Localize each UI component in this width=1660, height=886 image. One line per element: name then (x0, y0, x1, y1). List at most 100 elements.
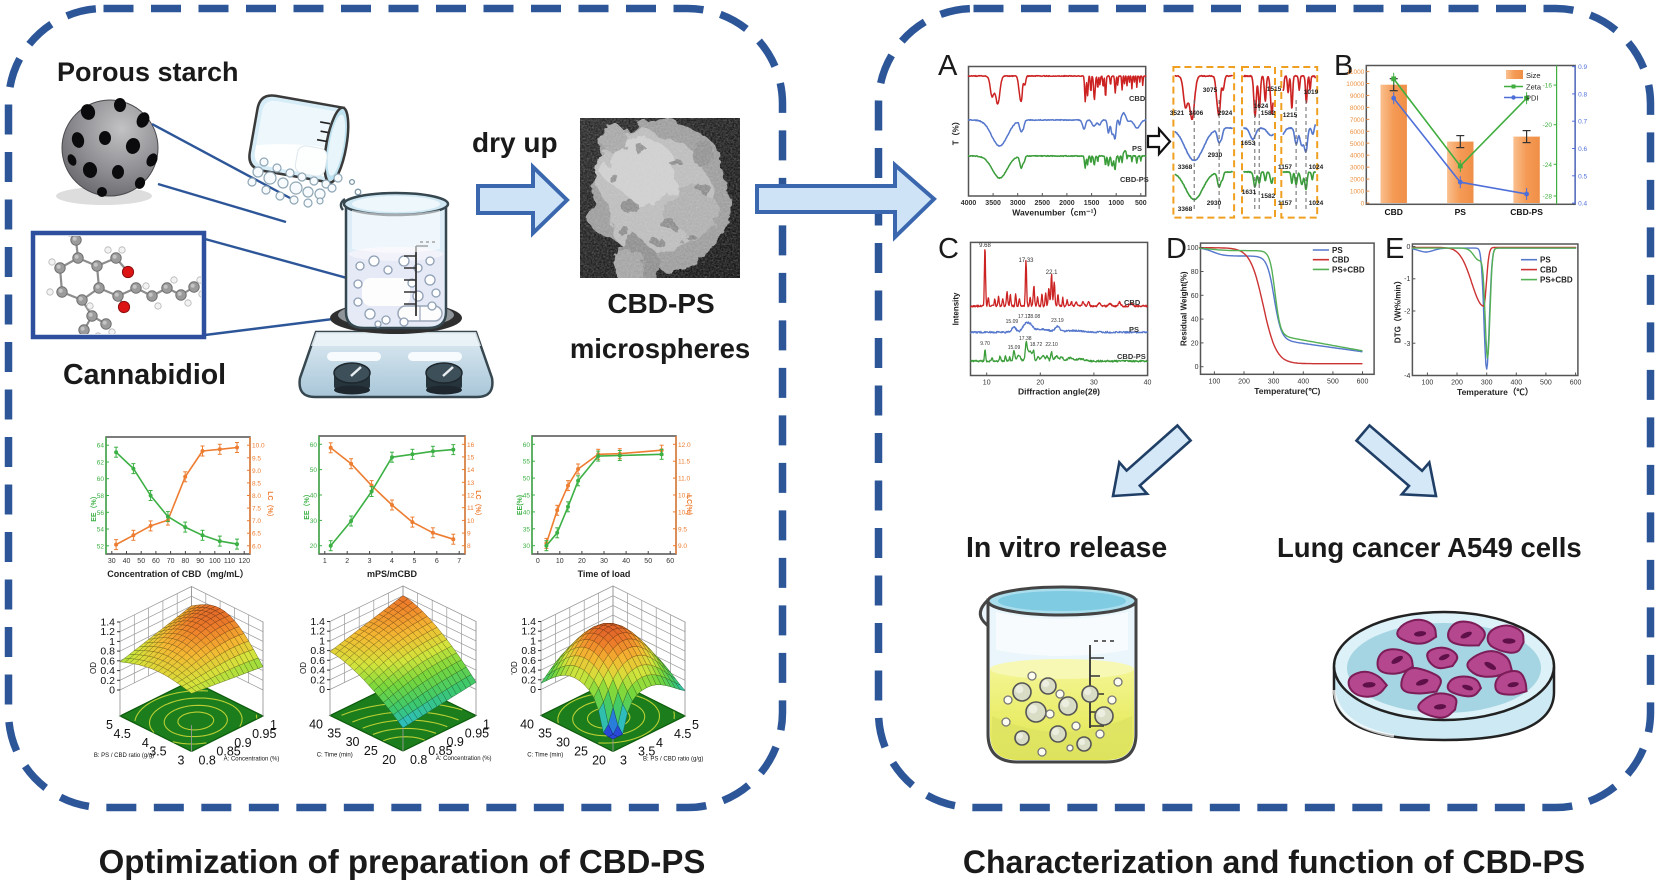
svg-text:4000: 4000 (961, 200, 977, 207)
svg-text:0.4: 0.4 (521, 665, 536, 677)
svg-text:12.0: 12.0 (678, 442, 691, 449)
svg-text:6: 6 (435, 558, 439, 565)
svg-text:0: 0 (319, 684, 325, 696)
svg-text:7.0: 7.0 (252, 518, 261, 525)
svg-text:1515: 1515 (1267, 86, 1282, 93)
svg-text:40: 40 (622, 558, 630, 565)
svg-text:0.8: 0.8 (410, 753, 427, 767)
svg-text:0.6: 0.6 (1578, 146, 1587, 153)
svg-text:6.0: 6.0 (252, 543, 261, 550)
svg-text:-2: -2 (1404, 309, 1410, 316)
svg-text:0.8: 0.8 (1578, 91, 1587, 98)
svg-text:20: 20 (310, 543, 318, 550)
svg-text:60: 60 (152, 558, 160, 565)
svg-text:EE（%）: EE（%） (303, 490, 311, 520)
svg-text:1631: 1631 (1242, 189, 1257, 196)
svg-text:CBD-PS: CBD-PS (1117, 352, 1146, 361)
svg-text:9: 9 (467, 531, 471, 538)
svg-text:1582: 1582 (1261, 193, 1276, 200)
svg-text:OD: OD (89, 662, 98, 674)
svg-text:0: 0 (109, 685, 115, 697)
svg-text:0: 0 (536, 558, 540, 565)
svg-text:0.95: 0.95 (252, 727, 276, 741)
svg-text:500: 500 (1135, 200, 1147, 207)
svg-text:18.72: 18.72 (1030, 342, 1043, 348)
svg-text:110: 110 (224, 558, 235, 565)
svg-text:LC（%）: LC（%） (474, 490, 482, 520)
svg-text:1157: 1157 (1278, 164, 1292, 171)
svg-text:25: 25 (574, 745, 588, 759)
svg-text:7000: 7000 (1350, 117, 1365, 124)
svg-text:0: 0 (530, 684, 536, 696)
svg-text:0.9: 0.9 (447, 735, 464, 749)
svg-text:9.0: 9.0 (252, 468, 261, 475)
svg-text:25: 25 (364, 744, 378, 758)
svg-text:0.6: 0.6 (310, 655, 325, 667)
svg-text:0.95: 0.95 (465, 726, 489, 740)
svg-text:30: 30 (1090, 380, 1098, 387)
svg-text:11.0: 11.0 (678, 476, 691, 483)
svg-text:20: 20 (1191, 340, 1199, 347)
svg-text:D: D (1166, 233, 1187, 265)
svg-text:7.5: 7.5 (252, 506, 261, 513)
svg-text:9000: 9000 (1350, 93, 1365, 100)
svg-text:2500: 2500 (1035, 200, 1051, 207)
svg-text:10.5: 10.5 (678, 493, 691, 500)
svg-text:C: Time (min): C: Time (min) (527, 753, 563, 759)
svg-text:3: 3 (368, 558, 372, 565)
svg-text:20: 20 (592, 754, 606, 768)
svg-text:22.10: 22.10 (1045, 342, 1058, 348)
svg-text:4.5: 4.5 (674, 727, 691, 741)
svg-text:17.38: 17.38 (1019, 336, 1032, 342)
svg-text:11000: 11000 (1347, 69, 1365, 76)
svg-text:2930: 2930 (1208, 152, 1223, 159)
svg-text:62: 62 (97, 460, 105, 467)
svg-text:5: 5 (106, 718, 113, 732)
svg-text:30: 30 (346, 735, 360, 749)
svg-text:0.8: 0.8 (521, 645, 536, 657)
svg-text:10: 10 (467, 518, 475, 525)
svg-text:40: 40 (123, 558, 131, 565)
svg-text:15.09: 15.09 (1006, 319, 1019, 325)
svg-text:EE（%）: EE（%） (90, 492, 98, 522)
svg-text:14: 14 (467, 467, 475, 474)
svg-text:Time of load: Time of load (578, 569, 631, 579)
svg-text:80: 80 (182, 558, 190, 565)
svg-text:50: 50 (523, 476, 531, 483)
svg-text:3: 3 (178, 754, 185, 768)
svg-text:30: 30 (523, 543, 531, 550)
svg-text:DTG（Wt%/min）: DTG（Wt%/min） (1392, 276, 1402, 343)
svg-text:600: 600 (1570, 380, 1582, 387)
svg-text:600: 600 (1357, 378, 1369, 385)
svg-text:100: 100 (1187, 245, 1199, 252)
svg-text:C: Time (min): C: Time (min) (317, 752, 353, 758)
svg-text:Temperature（℃）: Temperature（℃） (1457, 387, 1533, 397)
svg-text:A: Concentration (%): A: Concentration (%) (436, 756, 492, 762)
svg-text:9.5: 9.5 (678, 526, 687, 533)
svg-text:0.2: 0.2 (310, 674, 325, 686)
svg-text:120: 120 (238, 558, 250, 565)
svg-text:1000: 1000 (1350, 189, 1365, 196)
svg-text:54: 54 (97, 527, 105, 534)
svg-text:CBD: CBD (1384, 207, 1402, 217)
svg-text:300: 300 (1481, 380, 1493, 387)
svg-text:40: 40 (310, 493, 318, 500)
svg-text:PS+CBD: PS+CBD (1332, 265, 1365, 274)
svg-text:Size: Size (1526, 71, 1541, 80)
svg-text:0.2: 0.2 (100, 675, 115, 687)
svg-text:11.5: 11.5 (678, 459, 691, 466)
svg-text:microspheres: microspheres (570, 333, 750, 364)
svg-text:0.6: 0.6 (100, 655, 115, 667)
svg-text:-4: -4 (1404, 373, 1410, 380)
svg-text:Optimization of preparation of: Optimization of preparation of CBD-PS (99, 843, 706, 880)
svg-text:1: 1 (323, 558, 327, 565)
svg-text:mPS/mCBD: mPS/mCBD (367, 569, 418, 579)
svg-text:100: 100 (1209, 378, 1221, 385)
svg-text:30: 30 (556, 736, 570, 750)
svg-text:1.4: 1.4 (521, 616, 536, 628)
svg-text:80: 80 (1191, 269, 1199, 276)
svg-text:60: 60 (523, 442, 531, 449)
svg-text:10.0: 10.0 (252, 443, 265, 450)
svg-text:2930: 2930 (1207, 200, 1222, 207)
svg-text:9.0: 9.0 (678, 543, 687, 550)
